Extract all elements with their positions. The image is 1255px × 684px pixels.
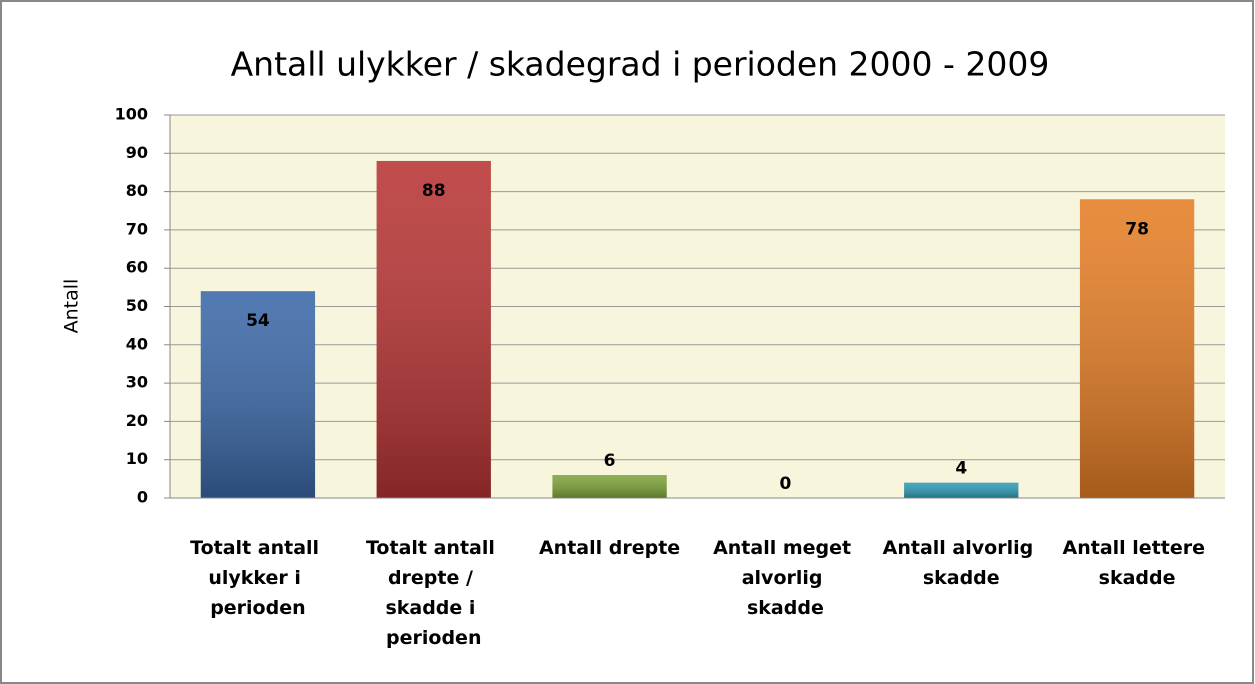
x-tick-label: Totalt antall ulykker i perioden: [190, 537, 326, 619]
y-tick-label: 60: [126, 258, 148, 277]
value-label: 54: [246, 311, 270, 331]
value-label: 6: [604, 451, 616, 471]
y-axis-label: Antall: [61, 279, 83, 334]
bar-shade: [1079, 199, 1195, 498]
y-tick-label: 20: [126, 411, 148, 430]
y-tick-label: 100: [115, 105, 148, 124]
bar-shade: [200, 291, 316, 498]
value-label: 78: [1125, 219, 1149, 239]
x-tick-label: Antall lettere skadde: [1063, 537, 1212, 589]
x-tick-label: Antall meget alvorlig skadde: [713, 537, 858, 619]
x-tick-label: Totalt antall drepte / skadde i perioden: [366, 537, 502, 649]
x-tick-label: Antall drepte: [539, 537, 680, 559]
bar-shade: [904, 482, 1019, 498]
bar-shade: [376, 160, 491, 498]
y-tick-label: 0: [137, 488, 148, 507]
value-label: 88: [422, 181, 446, 201]
value-label: 0: [779, 474, 791, 494]
y-tick-label: 40: [126, 334, 148, 353]
chart-title: Antall ulykker / skadegrad i perioden 20…: [231, 45, 1050, 84]
y-tick-label: 50: [126, 296, 148, 315]
x-tick-label: Antall alvorlig skadde: [883, 537, 1040, 589]
value-label: 4: [955, 459, 967, 479]
y-tick-label: 90: [126, 143, 148, 162]
y-tick-label: 30: [126, 373, 148, 392]
y-tick-label: 80: [126, 181, 148, 200]
y-tick-label: 10: [126, 449, 148, 468]
y-tick-label: 70: [126, 219, 148, 238]
bar-shade: [552, 475, 667, 498]
